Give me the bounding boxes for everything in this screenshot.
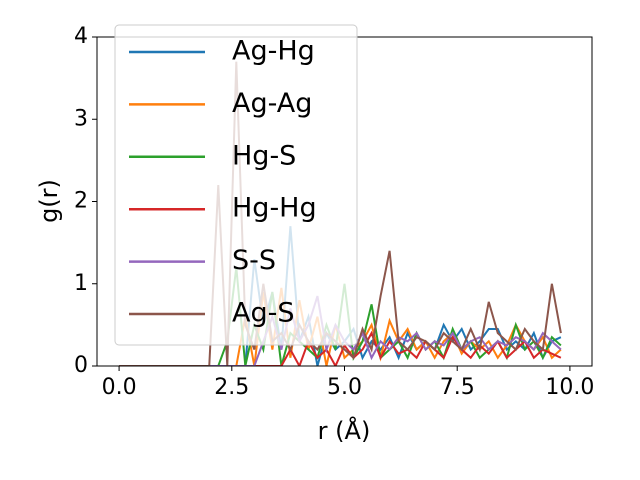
y-tick-label: 2 <box>74 189 88 214</box>
x-tick-label: 0.0 <box>102 375 137 400</box>
y-tick-label: 4 <box>74 24 88 49</box>
y-axis-label: g(r) <box>35 179 63 223</box>
legend-label: Ag-Ag <box>232 88 312 119</box>
series-line <box>119 330 562 366</box>
x-tick-label: 10.0 <box>545 375 594 400</box>
y-tick-label: 0 <box>74 353 88 378</box>
x-tick-label: 7.5 <box>440 375 475 400</box>
legend-label: Hg-S <box>232 140 296 171</box>
x-axis-label: r (Å) <box>318 416 371 445</box>
y-tick-label: 1 <box>74 271 88 296</box>
legend-label: Hg-Hg <box>232 193 317 224</box>
legend-label: Ag-S <box>232 298 295 329</box>
x-tick-label: 5.0 <box>327 375 362 400</box>
x-tick-label: 2.5 <box>214 375 249 400</box>
legend-label: Ag-Hg <box>232 36 315 67</box>
legend-label: S-S <box>232 245 276 276</box>
y-tick-label: 3 <box>74 106 88 131</box>
